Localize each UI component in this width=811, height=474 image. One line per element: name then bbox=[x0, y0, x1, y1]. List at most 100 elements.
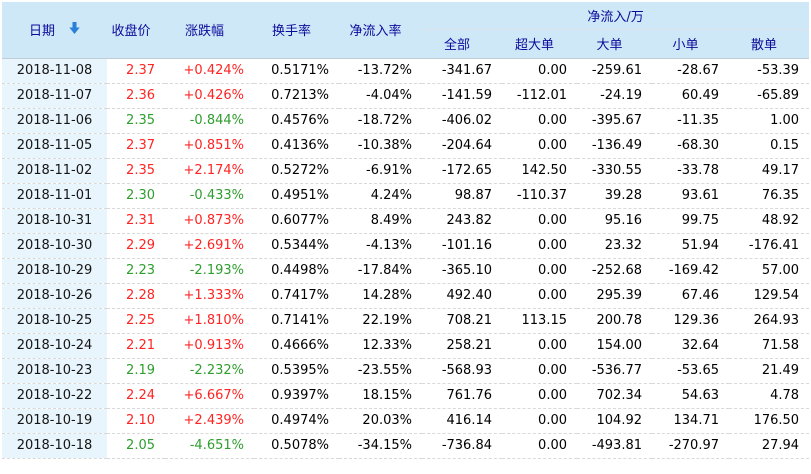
table-row: 2018-10-26 2.28 +1.333% 0.7417% 14.28% 492.40… bbox=[2, 282, 810, 308]
inflow-all-cell: 98.87 bbox=[422, 182, 502, 208]
inflow-large-cell: 295.39 bbox=[577, 282, 652, 308]
inflow-large-cell: 200.78 bbox=[577, 307, 652, 333]
inflow-super-large-cell: 0.00 bbox=[502, 332, 577, 358]
change-percent-cell: +1.333% bbox=[165, 282, 254, 308]
inflow-large-cell: 702.34 bbox=[577, 382, 652, 408]
turnover-rate-cell: 0.4951% bbox=[254, 182, 339, 208]
inflow-super-large-cell: 0.00 bbox=[502, 207, 577, 233]
sort-descending-icon[interactable] bbox=[69, 21, 80, 38]
turnover-rate-cell: 0.4666% bbox=[254, 332, 339, 358]
inflow-super-large-cell: 0.00 bbox=[502, 407, 577, 433]
close-price-cell: 2.24 bbox=[107, 382, 165, 408]
inflow-retail-cell: 76.35 bbox=[729, 182, 810, 208]
inflow-super-large-cell: 113.15 bbox=[502, 307, 577, 333]
table-row: 2018-10-29 2.23 -2.193% 0.4498% -17.84% -365.… bbox=[2, 257, 810, 283]
inflow-all-cell: 416.14 bbox=[422, 407, 502, 433]
date-cell: 2018-10-19 bbox=[2, 407, 107, 433]
col-header-change[interactable]: 涨跌幅 bbox=[165, 2, 254, 59]
turnover-rate-cell: 0.5272% bbox=[254, 157, 339, 183]
close-price-cell: 2.28 bbox=[107, 282, 165, 308]
inflow-retail-cell: 21.49 bbox=[729, 357, 810, 383]
close-price-cell: 2.23 bbox=[107, 257, 165, 283]
date-cell: 2018-10-23 bbox=[2, 357, 107, 383]
inflow-small-cell: -68.30 bbox=[652, 132, 729, 158]
change-percent-cell: -0.433% bbox=[165, 182, 254, 208]
date-cell: 2018-10-25 bbox=[2, 307, 107, 333]
inflow-small-cell: 32.64 bbox=[652, 332, 729, 358]
date-cell: 2018-11-06 bbox=[2, 107, 107, 133]
net-inflow-rate-cell: 12.33% bbox=[339, 332, 422, 358]
net-inflow-rate-cell: -4.04% bbox=[339, 82, 422, 108]
col-header-turnover[interactable]: 换手率 bbox=[254, 2, 339, 59]
inflow-large-cell: -536.77 bbox=[577, 357, 652, 383]
inflow-all-cell: -101.16 bbox=[422, 232, 502, 258]
change-percent-cell: +0.424% bbox=[165, 57, 254, 83]
inflow-retail-cell: -65.89 bbox=[729, 82, 810, 108]
table-row: 2018-10-30 2.29 +2.691% 0.5344% -4.13% -101.1… bbox=[2, 232, 810, 258]
turnover-rate-cell: 0.5395% bbox=[254, 357, 339, 383]
close-price-cell: 2.05 bbox=[107, 432, 165, 459]
inflow-all-cell: -204.64 bbox=[422, 132, 502, 158]
inflow-super-large-cell: 0.00 bbox=[502, 257, 577, 283]
inflow-retail-cell: 57.00 bbox=[729, 257, 810, 283]
date-cell: 2018-10-18 bbox=[2, 432, 107, 459]
inflow-super-large-cell: 142.50 bbox=[502, 157, 577, 183]
col-header-date-label: 日期 bbox=[28, 24, 55, 40]
date-cell: 2018-11-08 bbox=[2, 57, 107, 83]
close-price-cell: 2.37 bbox=[107, 132, 165, 158]
inflow-large-cell: 39.28 bbox=[577, 182, 652, 208]
turnover-rate-cell: 0.4576% bbox=[254, 107, 339, 133]
close-price-cell: 2.35 bbox=[107, 107, 165, 133]
col-header-inflow-rate[interactable]: 净流入率 bbox=[339, 2, 422, 59]
col-header-close[interactable]: 收盘价 bbox=[107, 2, 165, 59]
inflow-retail-cell: 4.78 bbox=[729, 382, 810, 408]
change-percent-cell: -0.844% bbox=[165, 107, 254, 133]
date-cell: 2018-11-07 bbox=[2, 82, 107, 108]
col-header-inflow-large[interactable]: 大单 bbox=[577, 29, 652, 59]
col-group-header-net-inflow: 净流入/万 bbox=[422, 2, 810, 30]
change-percent-cell: +2.439% bbox=[165, 407, 254, 433]
inflow-retail-cell: 264.93 bbox=[729, 307, 810, 333]
net-inflow-rate-cell: -4.13% bbox=[339, 232, 422, 258]
date-cell: 2018-11-01 bbox=[2, 182, 107, 208]
inflow-large-cell: -493.81 bbox=[577, 432, 652, 459]
net-inflow-rate-cell: -13.72% bbox=[339, 57, 422, 83]
net-inflow-rate-cell: 22.19% bbox=[339, 307, 422, 333]
inflow-retail-cell: 1.00 bbox=[729, 107, 810, 133]
turnover-rate-cell: 0.7213% bbox=[254, 82, 339, 108]
close-price-cell: 2.21 bbox=[107, 332, 165, 358]
inflow-small-cell: 54.63 bbox=[652, 382, 729, 408]
col-header-inflow-small[interactable]: 小单 bbox=[652, 29, 729, 59]
change-percent-cell: +2.174% bbox=[165, 157, 254, 183]
net-inflow-rate-cell: 20.03% bbox=[339, 407, 422, 433]
inflow-all-cell: 258.21 bbox=[422, 332, 502, 358]
inflow-all-cell: -568.93 bbox=[422, 357, 502, 383]
inflow-all-cell: -736.84 bbox=[422, 432, 502, 459]
inflow-small-cell: 134.71 bbox=[652, 407, 729, 433]
net-inflow-rate-cell: -23.55% bbox=[339, 357, 422, 383]
table-row: 2018-10-23 2.19 -2.232% 0.5395% -23.55% -568.… bbox=[2, 357, 810, 383]
date-cell: 2018-11-05 bbox=[2, 132, 107, 158]
inflow-small-cell: 99.75 bbox=[652, 207, 729, 233]
close-price-cell: 2.30 bbox=[107, 182, 165, 208]
inflow-small-cell: -11.35 bbox=[652, 107, 729, 133]
date-cell: 2018-10-22 bbox=[2, 382, 107, 408]
net-inflow-rate-cell: -10.38% bbox=[339, 132, 422, 158]
turnover-rate-cell: 0.4974% bbox=[254, 407, 339, 433]
inflow-large-cell: 104.92 bbox=[577, 407, 652, 433]
turnover-rate-cell: 0.5344% bbox=[254, 232, 339, 258]
table-row: 2018-11-05 2.37 +0.851% 0.4136% -10.38% -204.… bbox=[2, 132, 810, 158]
change-percent-cell: -2.193% bbox=[165, 257, 254, 283]
date-cell: 2018-10-26 bbox=[2, 282, 107, 308]
col-header-inflow-retail[interactable]: 散单 bbox=[729, 29, 810, 59]
inflow-retail-cell: 27.94 bbox=[729, 432, 810, 459]
col-header-inflow-super-large[interactable]: 超大单 bbox=[502, 29, 577, 59]
change-percent-cell: +0.851% bbox=[165, 132, 254, 158]
inflow-super-large-cell: 0.00 bbox=[502, 132, 577, 158]
inflow-all-cell: 708.21 bbox=[422, 307, 502, 333]
col-header-inflow-all[interactable]: 全部 bbox=[422, 29, 502, 59]
date-cell: 2018-10-29 bbox=[2, 257, 107, 283]
col-header-date[interactable]: 日期 bbox=[2, 2, 107, 59]
net-inflow-rate-cell: -34.15% bbox=[339, 432, 422, 459]
table-row: 2018-10-22 2.24 +6.667% 0.9397% 18.15% 761.76… bbox=[2, 382, 810, 408]
